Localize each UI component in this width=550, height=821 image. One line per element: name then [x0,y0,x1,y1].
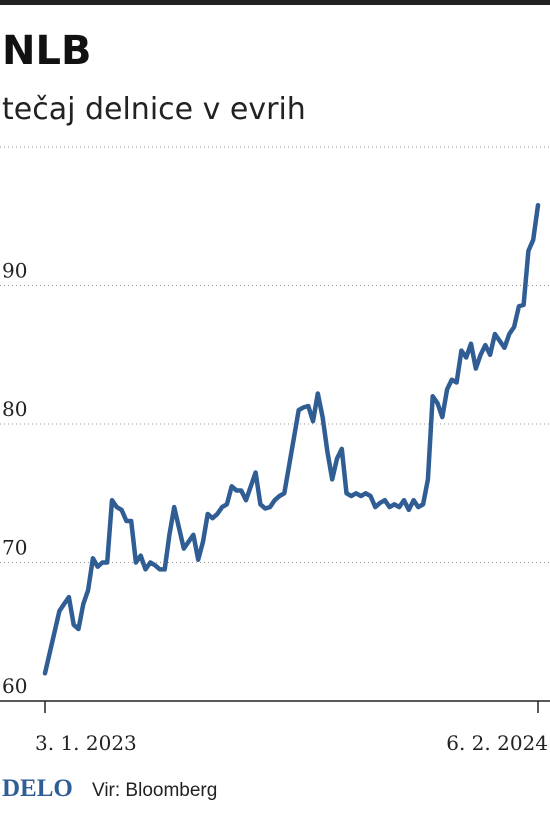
y-tick-label: 60 [2,674,27,698]
brand: DELO [2,775,73,802]
price-line [42,202,541,676]
x-tick-label: 3. 1. 2023 [35,731,137,755]
source: Vir: Bloomberg [92,780,217,801]
top-bar [0,0,550,5]
chart-title: NLB [2,28,91,74]
y-tick-label: 90 [2,259,27,283]
y-tick-label: 70 [2,536,27,560]
y-tick-label: 80 [2,397,27,421]
x-tick-label: 6. 2. 2024 [446,731,548,755]
chart-subtitle: tečaj delnice v evrih [2,92,306,127]
